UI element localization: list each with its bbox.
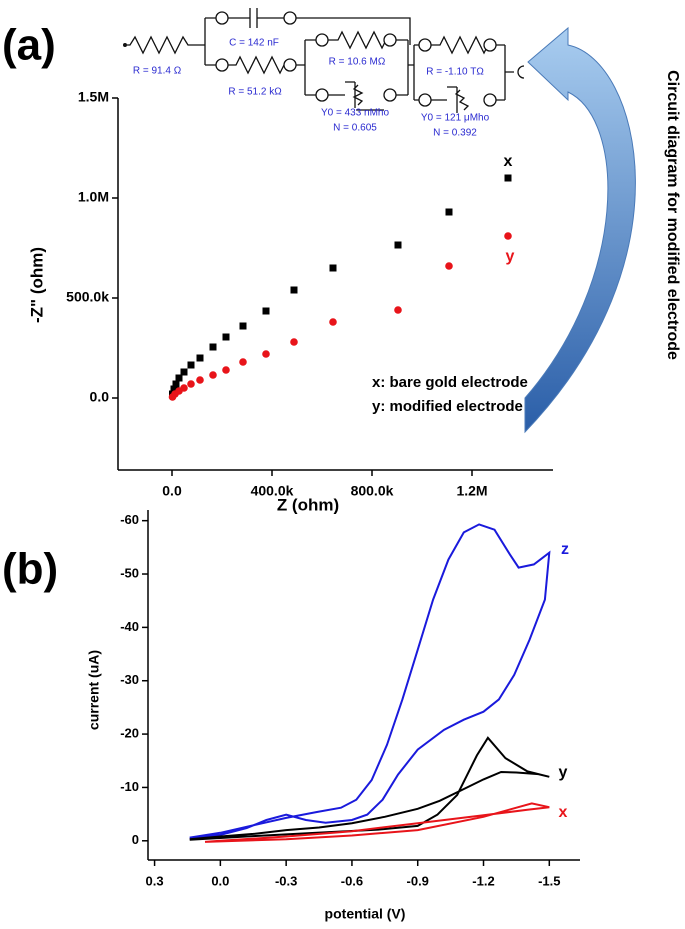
point xyxy=(394,241,402,249)
curve xyxy=(204,802,550,843)
point xyxy=(209,371,217,379)
y-tick-label: 0.0 xyxy=(90,389,110,405)
point xyxy=(290,338,298,346)
circuit-label: R = 10.6 MΩ xyxy=(329,57,386,68)
point xyxy=(222,366,230,374)
point xyxy=(504,232,512,240)
point xyxy=(329,318,337,326)
x-tick-label: 1.2M xyxy=(456,483,487,499)
y-axis-title: -Z" (ohm) xyxy=(27,247,46,323)
y-tick-label: -30 xyxy=(120,672,139,687)
panel-label: (b) xyxy=(2,545,58,594)
point xyxy=(180,368,188,376)
circuit-label: N = 0.605 xyxy=(333,123,377,134)
point xyxy=(187,380,195,388)
x-tick-label: -1.2 xyxy=(472,873,494,888)
point xyxy=(394,306,402,314)
series-label: y xyxy=(506,248,515,265)
y-tick-label: 1.0M xyxy=(78,189,109,205)
y-tick-label: -40 xyxy=(120,619,139,634)
circuit-label: Y0 = 121 μMho xyxy=(421,113,490,124)
y-tick-label: 0 xyxy=(132,832,139,847)
circuit-label: R = 51.2 kΩ xyxy=(228,87,282,98)
y-axis-title: current (uA) xyxy=(86,650,102,730)
y-tick-label: -50 xyxy=(120,565,139,580)
point xyxy=(445,262,453,270)
arrow-label: Circuit diagram for modified electrode xyxy=(664,70,681,360)
point xyxy=(175,374,183,382)
x-tick-label: -0.9 xyxy=(407,873,429,888)
point xyxy=(262,350,270,358)
point xyxy=(172,380,180,388)
point xyxy=(290,286,298,294)
x-axis-title: Z (ohm) xyxy=(277,495,339,514)
circuit-label: R = 91.4 Ω xyxy=(133,66,182,77)
point xyxy=(239,322,247,330)
arrow xyxy=(524,26,636,434)
circuit-label: Y0 = 433 nMho xyxy=(321,108,390,119)
x-axis-title: potential (V) xyxy=(325,906,406,922)
y-tick-label: -10 xyxy=(120,779,139,794)
point xyxy=(222,333,230,341)
circuit-label: N = 0.392 xyxy=(433,128,477,139)
point xyxy=(168,393,177,401)
point xyxy=(196,354,204,362)
x-tick-label: -0.3 xyxy=(275,873,297,888)
y-tick-label: -60 xyxy=(120,512,139,527)
annotation: y: modified electrode xyxy=(372,398,523,415)
x-tick-label: 800.0k xyxy=(351,483,394,499)
point xyxy=(209,343,217,351)
point xyxy=(262,307,270,315)
curve xyxy=(189,523,551,840)
point xyxy=(504,174,512,182)
x-tick-label: -0.6 xyxy=(341,873,363,888)
x-tick-label: 0.3 xyxy=(146,873,164,888)
x-tick-label: 0.0 xyxy=(211,873,229,888)
x-tick-label: 400.0k xyxy=(251,483,294,499)
panel-label: (a) xyxy=(2,21,56,70)
x-tick-label: -1.5 xyxy=(538,873,560,888)
y-tick-label: 1.5M xyxy=(78,89,109,105)
series-label: z xyxy=(561,541,569,558)
series-label: x xyxy=(504,153,513,170)
point xyxy=(187,361,195,369)
point xyxy=(239,358,247,366)
y-tick-label: 500.0k xyxy=(66,289,109,305)
circuit-label: C = 142 nF xyxy=(229,38,279,49)
circuit-diagram: R = 91.4 Ω C = 142 nF R = 51.2 kΩ R = 10… xyxy=(123,8,525,139)
circuit-label: R = -1.10 TΩ xyxy=(426,67,484,78)
point xyxy=(196,376,204,384)
point xyxy=(329,264,337,272)
annotation: x: bare gold electrode xyxy=(372,374,528,391)
point xyxy=(445,208,453,216)
point xyxy=(170,385,178,393)
curve xyxy=(189,736,550,841)
x-tick-label: 0.0 xyxy=(162,483,182,499)
y-tick-label: -20 xyxy=(120,726,139,741)
series-label: x xyxy=(559,804,568,821)
series-label: y xyxy=(559,764,568,781)
